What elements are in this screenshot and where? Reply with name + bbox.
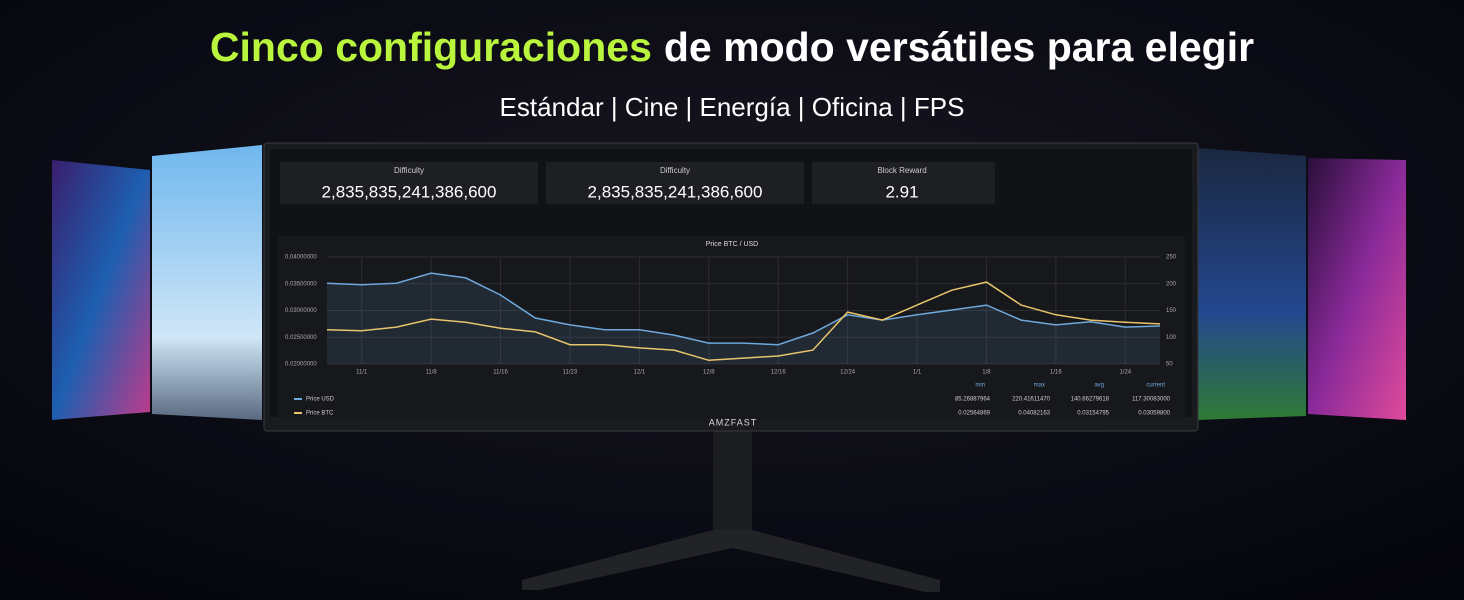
x-tick-label: 11/8 (426, 370, 438, 376)
monitor-neck (713, 430, 752, 538)
x-tick-label: 1/24 (1119, 370, 1131, 376)
side-image (152, 145, 262, 420)
chart-panel (278, 236, 1185, 418)
x-tick-label: 1/8 (982, 370, 991, 376)
stat-value: 2,835,835,241,386,600 (322, 182, 497, 201)
y2-tick-label: 150 (1166, 308, 1177, 314)
legend-stat: 117.30083000 (1132, 397, 1171, 403)
legend-stat: 0.02564869 (958, 411, 990, 417)
x-tick-label: 11/1 (356, 370, 368, 376)
legend-column: avg (1094, 383, 1104, 389)
side-image (1197, 148, 1306, 420)
y-tick-label: 0.03500000 (285, 281, 317, 287)
stat-label: Difficulty (660, 166, 690, 175)
area-fill (327, 273, 1160, 364)
y2-tick-label: 250 (1166, 255, 1177, 261)
x-tick-label: 12/8 (703, 370, 715, 376)
legend-label: Price USD (306, 397, 335, 403)
subtitle: Estándar | Cine | Energía | Oficina | FP… (500, 92, 965, 122)
legend-label: Price BTC (306, 411, 334, 417)
chart-title: Price BTC / USD (706, 241, 759, 248)
legend-stat: 140.66279618 (1071, 397, 1110, 403)
title: Cinco configuraciones de modo versátiles … (210, 24, 1254, 70)
y2-tick-label: 50 (1166, 362, 1173, 368)
y-tick-label: 0.02500000 (285, 335, 317, 341)
y-tick-label: 0.04000000 (285, 255, 317, 261)
title-highlight: Cinco configuraciones (210, 24, 652, 70)
y2-tick-label: 100 (1166, 335, 1177, 341)
y2-tick-label: 200 (1166, 281, 1177, 287)
title-rest: de modo versátiles para elegir (664, 24, 1254, 70)
monitor-base (522, 530, 940, 592)
x-tick-label: 12/16 (771, 370, 787, 376)
x-tick-label: 11/23 (563, 370, 578, 376)
legend-stat: 0.03059800 (1138, 411, 1170, 417)
y-tick-label: 0.03000000 (285, 308, 317, 314)
brand: AMZFAST (709, 417, 758, 427)
x-tick-label: 11/16 (493, 370, 508, 376)
side-image (52, 160, 150, 420)
x-tick-label: 12/24 (840, 370, 856, 376)
series-line (326, 272, 1161, 346)
stat-label: Difficulty (394, 166, 424, 175)
stat-value: 2,835,835,241,386,600 (588, 182, 763, 201)
y-tick-label: 0.02000000 (285, 362, 317, 368)
stat-panel (280, 162, 538, 204)
stat-panel (546, 162, 804, 204)
x-tick-label: 12/1 (634, 370, 646, 376)
legend-stat: 220.41611470 (1012, 397, 1051, 403)
legend-stat: 0.03154795 (1077, 411, 1109, 417)
legend-column: current (1146, 383, 1165, 389)
stat-value: 2.91 (885, 182, 918, 201)
x-tick-label: 1/1 (913, 370, 922, 376)
stat-label: Block Reward (877, 166, 926, 175)
legend-column: max (1034, 383, 1045, 389)
series-line (326, 281, 1161, 362)
stat-panel (812, 162, 995, 204)
legend-column: min (975, 383, 985, 389)
legend-stat: 0.04082163 (1018, 411, 1050, 417)
x-tick-label: 1/16 (1050, 370, 1062, 376)
legend-stat: 85.26887964 (955, 397, 991, 403)
side-image (1308, 158, 1406, 420)
